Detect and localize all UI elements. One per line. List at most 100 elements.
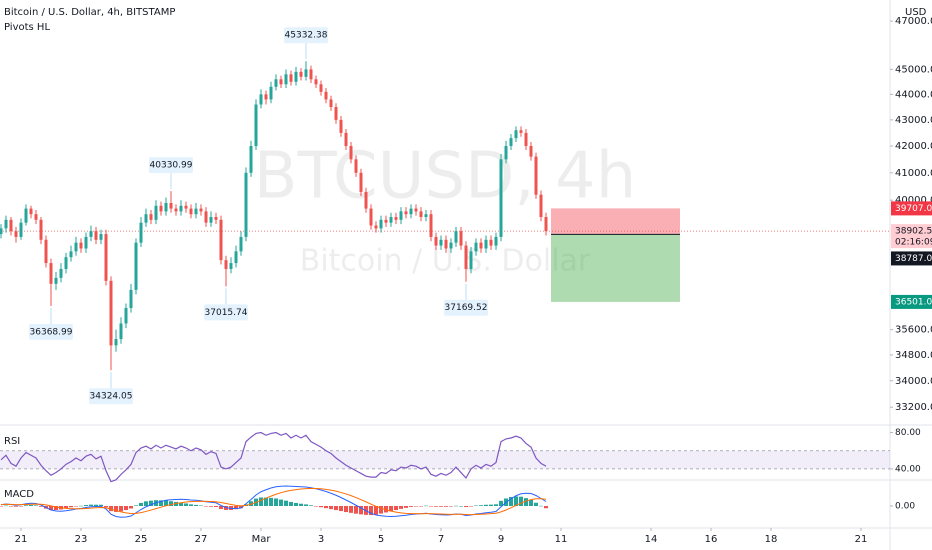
macd-histogram-bar <box>374 506 378 515</box>
time-tick-label: 21 <box>855 534 868 545</box>
entry-price-tag-bg <box>891 251 932 266</box>
target-price-tag-bg <box>891 294 932 309</box>
candle-body <box>124 308 128 324</box>
macd-histogram-bar <box>329 506 333 510</box>
candle-body <box>84 236 88 249</box>
target-price-tag: 36501.00 <box>895 297 932 307</box>
macd-histogram-bar <box>344 506 348 513</box>
macd-histogram-bar <box>274 498 278 506</box>
time-tick-label: 3 <box>318 534 324 545</box>
candle-body <box>454 231 458 243</box>
price-tick-label: 44000.00 <box>895 89 932 100</box>
time-tick-label: 14 <box>645 534 658 545</box>
time-tick-label: 5 <box>378 534 384 545</box>
time-tick-label: 9 <box>498 534 504 545</box>
macd-histogram-bar <box>29 505 33 506</box>
candle-body <box>104 234 108 281</box>
macd-histogram-bar <box>319 506 323 508</box>
currency: USD <box>905 7 927 18</box>
candle-body <box>289 74 293 82</box>
candle-body <box>304 69 308 77</box>
macd-histogram-bar <box>499 500 503 506</box>
candle-body <box>309 69 313 80</box>
candle-body <box>414 208 418 212</box>
indicator-name[interactable]: Pivots HL <box>4 22 50 33</box>
macd-label[interactable]: MACD <box>4 489 34 500</box>
candle-body <box>269 86 273 100</box>
entry-price-tag: 38787.00 <box>895 254 932 264</box>
macd-histogram-bar <box>104 506 108 508</box>
macd-histogram-bar <box>84 505 88 506</box>
candle-body <box>484 239 488 249</box>
macd-histogram-bar <box>199 505 203 506</box>
candle-body <box>474 242 478 252</box>
rsi-label[interactable]: RSI <box>4 436 20 447</box>
time-tick-label: 27 <box>195 534 208 545</box>
macd-histogram-bar <box>139 502 143 506</box>
candle-body <box>504 146 508 160</box>
stop-price-tag: 39707.00 <box>895 204 932 214</box>
symbol-title[interactable]: Bitcoin / U.S. Dollar, 4h, BITSTAMP <box>4 7 175 18</box>
macd-histogram-bar <box>64 506 68 509</box>
candle-body <box>199 208 203 212</box>
macd-histogram-bar <box>49 506 53 511</box>
candle-body <box>184 205 188 209</box>
candle-body <box>479 242 483 249</box>
candle-body <box>279 79 283 85</box>
candle-body <box>99 234 103 240</box>
macd-histogram-bar <box>4 505 8 507</box>
current-price-tag: 38902.54 <box>895 227 932 237</box>
pivot-label: 37015.74 <box>205 308 248 318</box>
macd-histogram-bar <box>124 506 128 511</box>
candle-body <box>339 119 343 133</box>
candle-body <box>79 242 83 249</box>
macd-histogram-bar <box>194 504 198 506</box>
candle-body <box>359 172 363 192</box>
macd-histogram-bar <box>184 503 188 506</box>
candle-body <box>94 231 98 240</box>
macd-histogram-bar <box>394 506 398 511</box>
macd-histogram-bar <box>39 506 43 507</box>
macd-histogram-bar <box>229 506 233 510</box>
time-tick-label: 18 <box>765 534 778 545</box>
candle-body <box>219 219 223 261</box>
macd-histogram-bar <box>494 504 498 506</box>
candle-body <box>364 191 368 209</box>
macd-histogram-bar <box>284 500 288 506</box>
candle-body <box>429 214 433 237</box>
macd-histogram-bar <box>509 496 513 506</box>
macd-histogram-bar <box>444 506 448 507</box>
macd-histogram-bar <box>99 504 103 506</box>
candle-body <box>324 91 328 100</box>
macd-histogram-bar <box>459 506 463 507</box>
candle-body <box>449 242 453 249</box>
target-zone <box>551 234 680 302</box>
candle-body <box>439 239 443 246</box>
candle-body <box>394 217 398 220</box>
candle-body <box>464 245 468 269</box>
candle-body <box>544 217 548 232</box>
candle-body <box>14 231 18 237</box>
time-tick-label: 23 <box>75 534 88 545</box>
macd-histogram-bar <box>514 496 518 506</box>
rsi-band <box>0 450 890 469</box>
candle-body <box>189 208 193 215</box>
rsi-tick-label: 80.00 <box>895 428 921 438</box>
macd-histogram-bar <box>219 506 223 509</box>
macd-histogram-bar <box>159 500 163 506</box>
candle-body <box>89 231 93 237</box>
macd-histogram-bar <box>354 506 358 514</box>
candle-body <box>469 251 473 269</box>
macd-histogram-bar <box>54 506 58 511</box>
candle-body <box>399 211 403 220</box>
time-tick-label: 16 <box>705 534 718 545</box>
macd-histogram-bar <box>164 500 168 506</box>
macd-histogram-bar <box>334 506 338 511</box>
macd-line <box>0 487 547 516</box>
macd-histogram-bar <box>464 506 468 507</box>
candle-body <box>0 228 3 235</box>
macd-histogram-bar <box>109 506 113 512</box>
macd-histogram-bar <box>169 501 173 506</box>
macd-histogram-bar <box>324 506 328 509</box>
macd-histogram-bar <box>209 506 213 507</box>
